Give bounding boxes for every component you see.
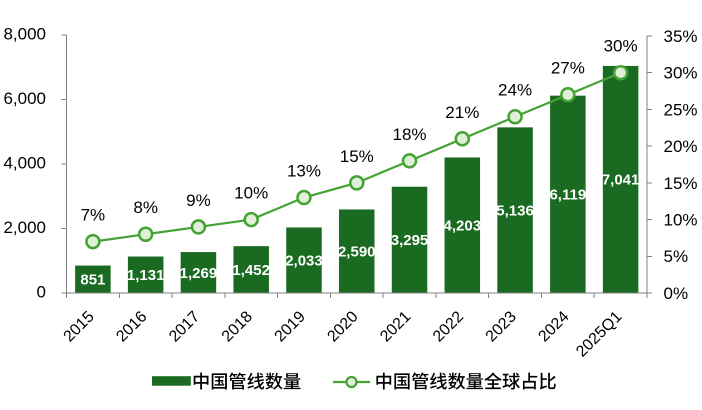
- svg-text:20%: 20%: [664, 137, 698, 156]
- svg-text:18%: 18%: [393, 125, 427, 144]
- svg-text:0: 0: [37, 283, 46, 302]
- svg-text:2,000: 2,000: [3, 218, 46, 237]
- svg-text:1,269: 1,269: [180, 265, 218, 282]
- svg-text:7,041: 7,041: [602, 172, 640, 189]
- svg-text:6,000: 6,000: [3, 89, 46, 108]
- svg-text:10%: 10%: [234, 184, 268, 203]
- svg-text:5,136: 5,136: [496, 202, 534, 219]
- svg-text:6,119: 6,119: [549, 187, 586, 204]
- svg-text:30%: 30%: [604, 37, 638, 56]
- svg-text:2,033: 2,033: [285, 252, 323, 269]
- svg-text:10%: 10%: [664, 211, 698, 230]
- svg-text:15%: 15%: [664, 174, 698, 193]
- svg-text:2,590: 2,590: [338, 243, 376, 260]
- svg-text:7%: 7%: [81, 206, 106, 225]
- svg-text:3,295: 3,295: [391, 232, 429, 249]
- svg-text:8%: 8%: [133, 198, 158, 217]
- svg-text:24%: 24%: [498, 81, 532, 100]
- svg-text:5%: 5%: [664, 247, 689, 266]
- svg-text:15%: 15%: [340, 147, 374, 166]
- svg-text:8,000: 8,000: [3, 25, 46, 44]
- svg-text:4,203: 4,203: [444, 217, 482, 234]
- svg-text:0%: 0%: [664, 284, 689, 303]
- svg-text:13%: 13%: [287, 161, 321, 180]
- svg-text:27%: 27%: [551, 59, 585, 78]
- svg-text:4,000: 4,000: [3, 154, 46, 173]
- svg-text:25%: 25%: [664, 100, 698, 119]
- svg-text:35%: 35%: [664, 27, 698, 46]
- svg-text:9%: 9%: [186, 191, 211, 210]
- svg-text:1,452: 1,452: [232, 262, 270, 279]
- svg-text:851: 851: [80, 272, 105, 289]
- svg-text:1,131: 1,131: [127, 267, 165, 284]
- svg-text:30%: 30%: [664, 64, 698, 83]
- svg-text:21%: 21%: [445, 103, 479, 122]
